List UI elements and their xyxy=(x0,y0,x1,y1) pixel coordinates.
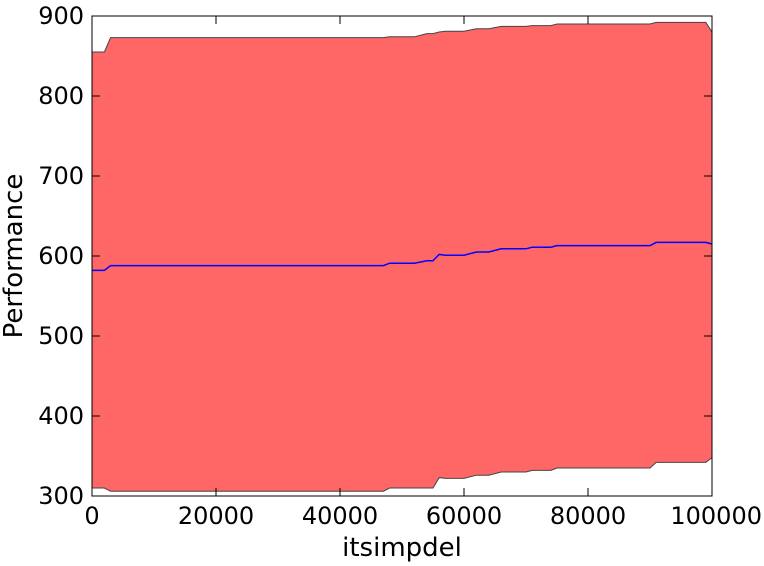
ticks: 0 20000 40000 60000 80000 100000 300 400 500 600 7… xyxy=(38,2,762,530)
mean-line xyxy=(92,241,713,272)
y-tick-label: 600 xyxy=(38,242,84,270)
y-axis-label: Performance xyxy=(0,174,29,339)
y-tick-label: 700 xyxy=(38,162,84,190)
y-tick-label: 400 xyxy=(38,402,84,430)
x-tick-label: 80000 xyxy=(550,502,626,530)
x-tick-label: 60000 xyxy=(426,502,502,530)
confidence-band xyxy=(91,21,713,492)
y-tick-label: 900 xyxy=(38,2,84,30)
plot-area xyxy=(91,21,713,492)
y-tick-label: 500 xyxy=(38,322,84,350)
y-tick-label: 300 xyxy=(38,482,84,510)
x-tick-label: 100000 xyxy=(670,502,762,530)
y-tick-label: 800 xyxy=(38,82,84,110)
x-tick-label: 20000 xyxy=(178,502,254,530)
x-tick-label: 40000 xyxy=(302,502,378,530)
x-axis-label: itsimpdel xyxy=(342,533,462,563)
x-tick-label: 0 xyxy=(84,502,99,530)
